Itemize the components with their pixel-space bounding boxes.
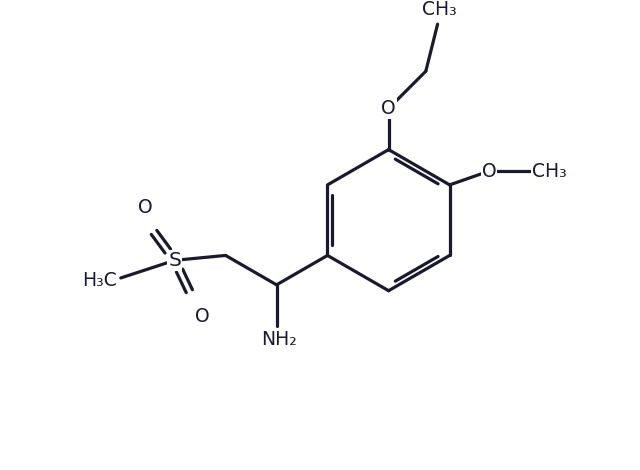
Text: CH₃: CH₃ [532, 162, 567, 180]
Text: O: O [481, 162, 496, 180]
Text: O: O [138, 198, 152, 217]
Text: CH₃: CH₃ [422, 0, 457, 19]
Text: O: O [195, 306, 209, 326]
Text: S: S [168, 251, 181, 270]
Text: NH₂: NH₂ [260, 330, 296, 349]
Text: H₃C: H₃C [82, 271, 116, 290]
Text: O: O [381, 99, 396, 118]
